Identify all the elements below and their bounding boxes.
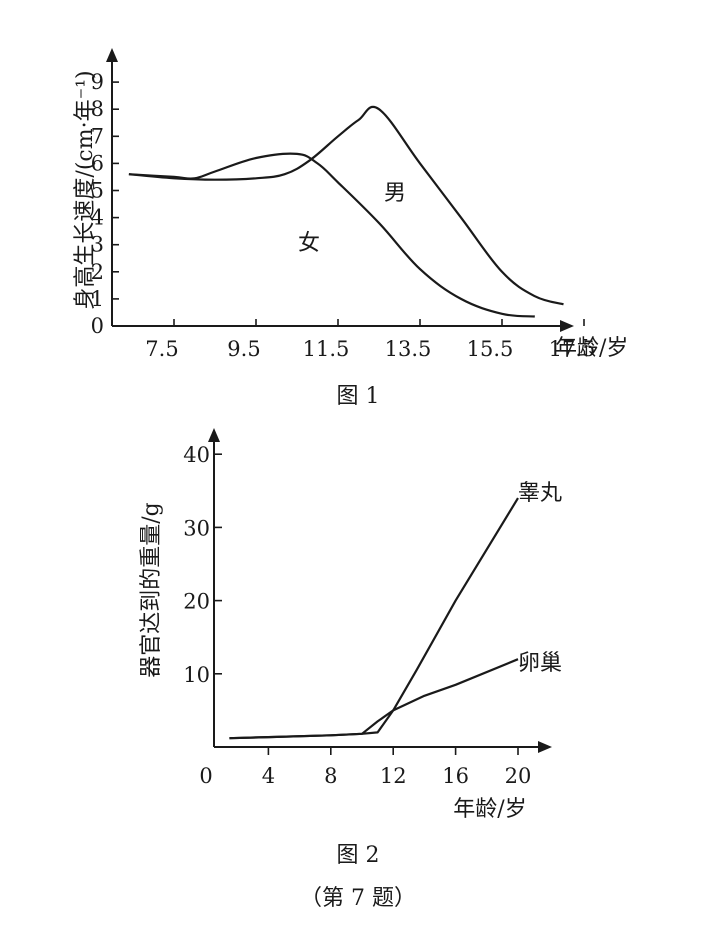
chart-2-y-tick-label: 40 [183, 443, 210, 467]
question-footer: （第 7 题） [300, 886, 416, 911]
chart-1-y-tick-label: 0 [91, 314, 104, 338]
chart-1-y-axis-arrow [106, 48, 118, 62]
chart-2-y-tick-label: 10 [183, 663, 210, 687]
chart-1-y-tick-label: 2 [91, 260, 104, 284]
chart-2-x-tick-label: 4 [262, 764, 275, 788]
chart-1-y-tick-label: 1 [91, 287, 104, 311]
chart-1-x-tick-label: 9.5 [227, 337, 260, 361]
chart-1-y-tick-label: 6 [91, 151, 104, 175]
chart-2-y-tick-label: 20 [183, 590, 210, 614]
chart-1-x-tick-label: 15.5 [467, 337, 514, 361]
chart-2-x-axis-arrow [538, 741, 552, 753]
chart-1-series-label-female: 女 [298, 231, 320, 256]
chart-1-y-tick-label: 7 [91, 124, 104, 148]
chart-1-x-tick-label: 13.5 [385, 337, 432, 361]
chart-1-y-tick-label: 8 [91, 97, 104, 121]
chart-2-x-tick-label: 12 [380, 764, 407, 788]
chart-2-series-line-testis [229, 497, 519, 740]
chart-2-y-tick-label: 30 [183, 516, 210, 540]
chart-1-series-line-female [128, 152, 535, 318]
chart-1-y-tick-label: 4 [91, 206, 104, 230]
chart-1-series-label-male: 男 [384, 181, 406, 206]
chart-1-y-tick-label: 3 [91, 233, 104, 257]
chart-1-y-tick-label: 5 [91, 179, 104, 203]
chart-2-x-axis-label: 年龄/岁 [453, 797, 526, 822]
chart-2-y-axis-arrow [208, 428, 220, 442]
chart-2-series-line-ovary [229, 658, 519, 740]
chart-1-x-tick-label: 11.5 [303, 337, 350, 361]
chart-2-x-tick-label: 16 [442, 764, 469, 788]
chart-1-x-axis-label: 年龄/岁 [555, 336, 628, 361]
chart-2-caption: 图 2 [337, 843, 380, 868]
chart-2-x-tick-label: 20 [505, 764, 532, 788]
chart-1-x-tick-label: 7.5 [145, 337, 178, 361]
chart-2-series-label-ovary: 卵巢 [518, 651, 562, 676]
chart-1: 0 1 2 3 4 5 6 7 8 9 7.5 9.5 11.5 13.5 15.5 17.5 身高生长速度… [73, 48, 628, 409]
chart-2-series-label-testis: 睾丸 [518, 481, 562, 506]
chart-1-x-tick-label: 17.5 [549, 337, 596, 361]
chart-1-y-tick-label: 9 [91, 70, 104, 94]
chart-1-x-axis-arrow [560, 320, 574, 332]
chart-2-x-tick-label: 8 [324, 764, 337, 788]
chart-1-series-line-male [128, 105, 564, 306]
chart-2-y-axis-label: 器官达到的重量/g [139, 502, 164, 678]
chart-2-x-tick-label: 0 [199, 764, 212, 788]
chart-1-caption: 图 1 [337, 384, 380, 409]
chart-1-y-axis-label: 身高生长速度/(cm·年⁻¹) [73, 70, 98, 309]
